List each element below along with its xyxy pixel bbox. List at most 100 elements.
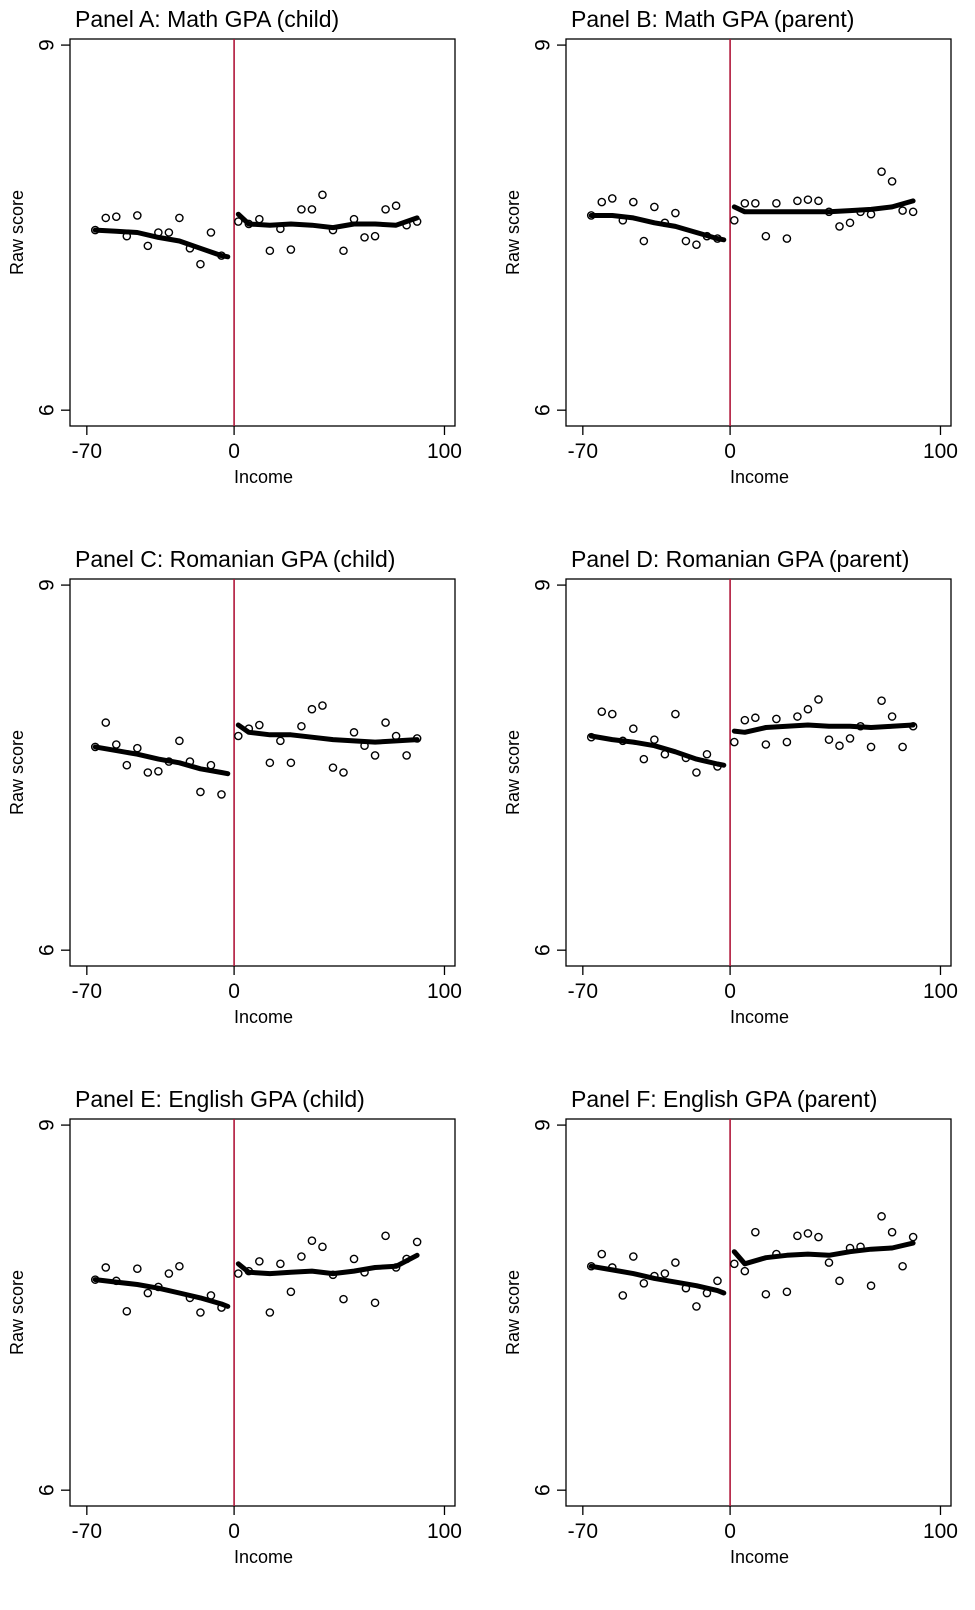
- chart-svg: Panel A: Math GPA (child) 6 9 -70 0 100 Income…: [7, 6, 462, 487]
- plot-frame: [565, 38, 952, 427]
- fit-line-right: [235, 722, 420, 745]
- y-axis-label: Raw score: [503, 1270, 523, 1355]
- fit-line-left: [588, 213, 727, 243]
- data-point: [639, 1278, 649, 1288]
- data-point: [164, 1269, 174, 1278]
- data-point: [814, 1232, 823, 1242]
- x-tick-label: -70: [568, 980, 598, 1003]
- data-point: [908, 207, 918, 217]
- data-point: [692, 768, 701, 777]
- data-point: [782, 737, 792, 747]
- data-point: [866, 742, 876, 752]
- data-point: [803, 1229, 813, 1238]
- y-tick-label: 6: [532, 1484, 555, 1496]
- data-point: [143, 768, 153, 777]
- data-point: [835, 741, 844, 751]
- chart-title: Panel F: English GPA (parent): [571, 1086, 877, 1112]
- data-point: [154, 766, 163, 776]
- fit-line-right: [235, 211, 420, 231]
- chart-panel-d: Panel D: Romanian GPA (parent) 6 9 -70 0 100 I…: [496, 540, 975, 1070]
- data-point: [866, 1281, 876, 1291]
- data-point: [898, 1261, 907, 1271]
- plot-frame: [69, 38, 456, 427]
- data-point: [713, 1276, 722, 1286]
- x-tick-label: 0: [724, 980, 736, 1003]
- data-point: [381, 718, 390, 727]
- x-tick-label: 100: [923, 440, 958, 463]
- data-point: [692, 240, 701, 249]
- data-point: [877, 696, 886, 705]
- data-point: [196, 1308, 205, 1317]
- data-point: [761, 231, 771, 241]
- data-point: [255, 1257, 264, 1266]
- chart-svg: Panel F: English GPA (parent) 6 9 -70 0 100 In…: [503, 1086, 958, 1567]
- chart-panel-e: Panel E: English GPA (child) 6 9 -70 0 100 Inc…: [0, 1080, 487, 1610]
- fit-line-right: [731, 722, 916, 735]
- data-point: [887, 712, 897, 721]
- fit-line-left: [92, 1277, 231, 1309]
- data-point: [349, 728, 359, 737]
- data-point: [175, 1261, 184, 1271]
- data-point: [360, 233, 369, 242]
- data-point: [898, 206, 907, 215]
- x-tick-label: 100: [923, 980, 958, 1003]
- data-point: [803, 704, 813, 714]
- data-point: [286, 1287, 296, 1297]
- data-point: [370, 231, 380, 241]
- data-point: [286, 758, 296, 768]
- data-point: [297, 721, 306, 731]
- chart-title: Panel C: Romanian GPA (child): [75, 546, 395, 572]
- chart-title: Panel D: Romanian GPA (parent): [571, 546, 909, 572]
- data-point: [803, 195, 813, 204]
- data-point: [835, 222, 844, 231]
- chart-panel-c: Panel C: Romanian GPA (child) 6 9 -70 0 100 In…: [0, 540, 487, 1070]
- x-tick-label: -70: [72, 1520, 102, 1543]
- data-point: [297, 205, 306, 214]
- data-point: [339, 1294, 348, 1304]
- x-tick-label: -70: [568, 440, 598, 463]
- y-tick-label: 9: [36, 579, 59, 591]
- data-point: [133, 211, 142, 220]
- data-point: [681, 236, 691, 246]
- data-point: [265, 246, 275, 256]
- data-point: [339, 768, 348, 777]
- data-point: [133, 1264, 142, 1273]
- data-point: [845, 734, 855, 743]
- x-tick-label: -70: [72, 980, 102, 1003]
- data-point: [196, 259, 205, 269]
- data-point: [751, 713, 760, 723]
- data-point: [370, 751, 380, 760]
- data-point: [618, 1291, 628, 1300]
- data-point: [740, 715, 750, 725]
- data-point: [206, 228, 216, 237]
- chart-svg: Panel B: Math GPA (parent) 6 9 -70 0 100 Incom…: [503, 6, 958, 487]
- data-point: [772, 714, 781, 724]
- data-point: [122, 760, 132, 770]
- y-axis-label: Raw score: [503, 730, 523, 815]
- y-tick-label: 6: [532, 404, 555, 416]
- data-point: [761, 1289, 771, 1299]
- y-tick-label: 9: [532, 579, 555, 591]
- data-point: [101, 213, 111, 223]
- x-tick-label: 0: [228, 980, 240, 1003]
- data-point: [276, 1259, 285, 1269]
- data-point: [730, 737, 739, 747]
- y-tick-label: 9: [36, 39, 59, 51]
- data-point: [671, 1258, 680, 1267]
- x-axis-label: Income: [730, 1007, 789, 1027]
- data-point: [164, 228, 174, 237]
- data-point: [671, 709, 680, 719]
- chart-svg: Panel D: Romanian GPA (parent) 6 9 -70 0 100 I…: [503, 546, 958, 1027]
- data-point: [597, 197, 607, 207]
- data-point: [217, 790, 226, 799]
- y-tick-label: 9: [36, 1119, 59, 1131]
- chart-panel-a: Panel A: Math GPA (child) 6 9 -70 0 100 Income…: [0, 0, 487, 530]
- y-axis-label: Raw score: [7, 1270, 27, 1355]
- data-point: [639, 754, 649, 764]
- data-point: [793, 1231, 802, 1241]
- x-tick-label: 100: [427, 440, 462, 463]
- y-tick-label: 9: [532, 39, 555, 51]
- data-point: [318, 190, 327, 200]
- data-point: [286, 245, 296, 254]
- fit-line-left: [92, 227, 231, 260]
